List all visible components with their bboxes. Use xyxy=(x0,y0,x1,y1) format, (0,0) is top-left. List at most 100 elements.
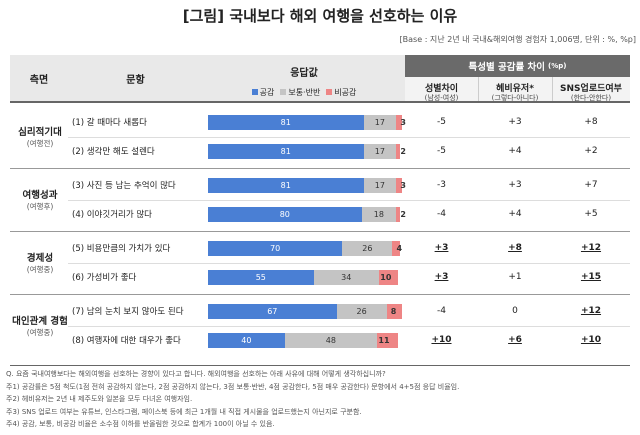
bar xyxy=(376,333,399,348)
row-label: (3) 사진 등 남는 추억이 많다 xyxy=(72,181,176,191)
bar xyxy=(208,241,343,256)
bar-label: 67 xyxy=(267,307,278,316)
diff-value: 0 xyxy=(512,306,518,316)
bar xyxy=(363,144,397,159)
group-label: 경제성 (여행중) xyxy=(12,233,68,291)
bar-label: 80 xyxy=(279,210,290,219)
bar xyxy=(361,207,397,222)
note: 주3) SNS 업로드 여부는 유튜브, 인스타그램, 페이스북 등에 최근 1… xyxy=(6,407,362,416)
table-bottom xyxy=(10,365,630,366)
bar-label: 2 xyxy=(400,210,406,219)
bar xyxy=(378,270,399,285)
bar-label: 34 xyxy=(341,273,352,282)
bar-label: 70 xyxy=(270,244,281,253)
row-label: (5) 비용만큼의 가치가 있다 xyxy=(72,244,171,254)
diff-value: +4 xyxy=(508,146,522,156)
bar-label: 18 xyxy=(373,210,384,219)
diff-value: -5 xyxy=(437,117,446,127)
bar-label: 2 xyxy=(400,147,406,156)
legend: 공감 보통·반반 비공감 xyxy=(203,85,405,99)
diff-value: +3 xyxy=(434,272,449,282)
diff-col-bg xyxy=(478,77,552,102)
diff-col-name: 헤비유저* xyxy=(496,83,534,94)
header-aspect: 측면 xyxy=(29,75,49,86)
bar xyxy=(208,115,364,130)
group-sub: (여행중) xyxy=(26,327,54,337)
title: [그림] 국내보다 해외 여행을 선호하는 이유 xyxy=(182,6,458,25)
bar xyxy=(396,207,400,222)
diff-value: -4 xyxy=(437,209,446,219)
diff-value: +12 xyxy=(580,306,602,316)
diff-value: +15 xyxy=(580,272,602,282)
legend-label: 비공감 xyxy=(334,87,357,97)
note: 주1) 공감률은 5점 척도(1점 전혀 공감하지 않는다, 2점 공감하지 않… xyxy=(6,382,460,391)
group-name: 여행성과 xyxy=(22,189,58,201)
bar-label: 17 xyxy=(374,181,385,190)
legend-swatch xyxy=(280,88,287,95)
diff-title-bg: 특성별 공감률 차이 (%p) xyxy=(405,55,630,77)
bar-label: 17 xyxy=(374,147,385,156)
group-label: 심리적기대 (여행전) xyxy=(12,107,68,165)
legend-label: 보통·반반 xyxy=(288,87,321,97)
bar xyxy=(363,115,397,130)
bar xyxy=(396,144,400,159)
bar-label: 26 xyxy=(356,307,367,316)
diff-value: -5 xyxy=(437,146,446,156)
diff-col-name: 성별차이 xyxy=(424,83,459,94)
group-sub: (여행후) xyxy=(26,201,54,211)
group-divider xyxy=(10,294,630,295)
diff-col-bg xyxy=(405,77,478,102)
bar xyxy=(336,304,387,319)
bar xyxy=(396,115,402,130)
diff-value: +5 xyxy=(584,209,598,219)
diff-value: +10 xyxy=(431,335,452,345)
bar-label: 55 xyxy=(255,273,266,282)
group-label: 여행성과 (여행후) xyxy=(12,170,68,228)
row-label: (6) 가성비가 좋다 xyxy=(72,273,137,283)
bar-label: 4 xyxy=(396,244,403,253)
group-sub: (여행중) xyxy=(26,264,54,274)
diff-col-sub: (그렇다-아니다) xyxy=(491,94,539,102)
group-sub: (여행전) xyxy=(26,138,54,148)
bar-label: 81 xyxy=(280,147,291,156)
bar-label: 17 xyxy=(374,118,385,127)
bar-label: 26 xyxy=(362,244,373,253)
group-name: 경제성 xyxy=(26,252,54,264)
diff-value: +7 xyxy=(584,180,598,190)
bar xyxy=(392,241,400,256)
bar xyxy=(208,270,314,285)
diff-value: -3 xyxy=(437,180,446,190)
row-divider xyxy=(68,137,630,138)
bar xyxy=(342,241,393,256)
group-label: 대인관계 경험 (여행중) xyxy=(12,296,68,354)
bar xyxy=(284,333,377,348)
diff-value: +6 xyxy=(508,335,522,345)
group-name: 심리적기대 xyxy=(18,126,62,138)
row-label: (7) 남의 눈치 보지 않아도 된다 xyxy=(72,307,184,317)
bar-label: 11 xyxy=(378,336,390,345)
diff-value: +3 xyxy=(508,180,522,190)
legend-entry: 보통·반반 xyxy=(280,87,320,98)
bar xyxy=(208,207,362,222)
legend-entry: 공감 xyxy=(251,87,275,98)
row-divider xyxy=(68,200,630,201)
bar xyxy=(386,304,402,319)
diff-value: +12 xyxy=(580,243,602,253)
bar-label: 48 xyxy=(325,336,336,345)
legend-entry: 비공감 xyxy=(326,87,356,98)
subtitle: [Base : 지난 2년 내 국내&해외여행 경험자 1,006명, 단위 :… xyxy=(399,35,636,44)
legend-swatch xyxy=(251,88,258,95)
diff-value: +3 xyxy=(508,117,522,127)
bar xyxy=(313,270,379,285)
group-divider xyxy=(10,231,630,232)
diff-value: -4 xyxy=(437,306,446,316)
legend-label: 공감 xyxy=(259,87,275,97)
diff-value: +8 xyxy=(584,117,598,127)
row-label: (8) 여행자에 대한 대우가 좋다 xyxy=(72,336,181,346)
row-label: (4) 이야깃거리가 많다 xyxy=(72,210,153,220)
row-divider xyxy=(68,326,630,327)
diff-value: +4 xyxy=(508,209,522,219)
group-name: 대인관계 경험 xyxy=(12,315,68,327)
bar xyxy=(208,178,364,193)
